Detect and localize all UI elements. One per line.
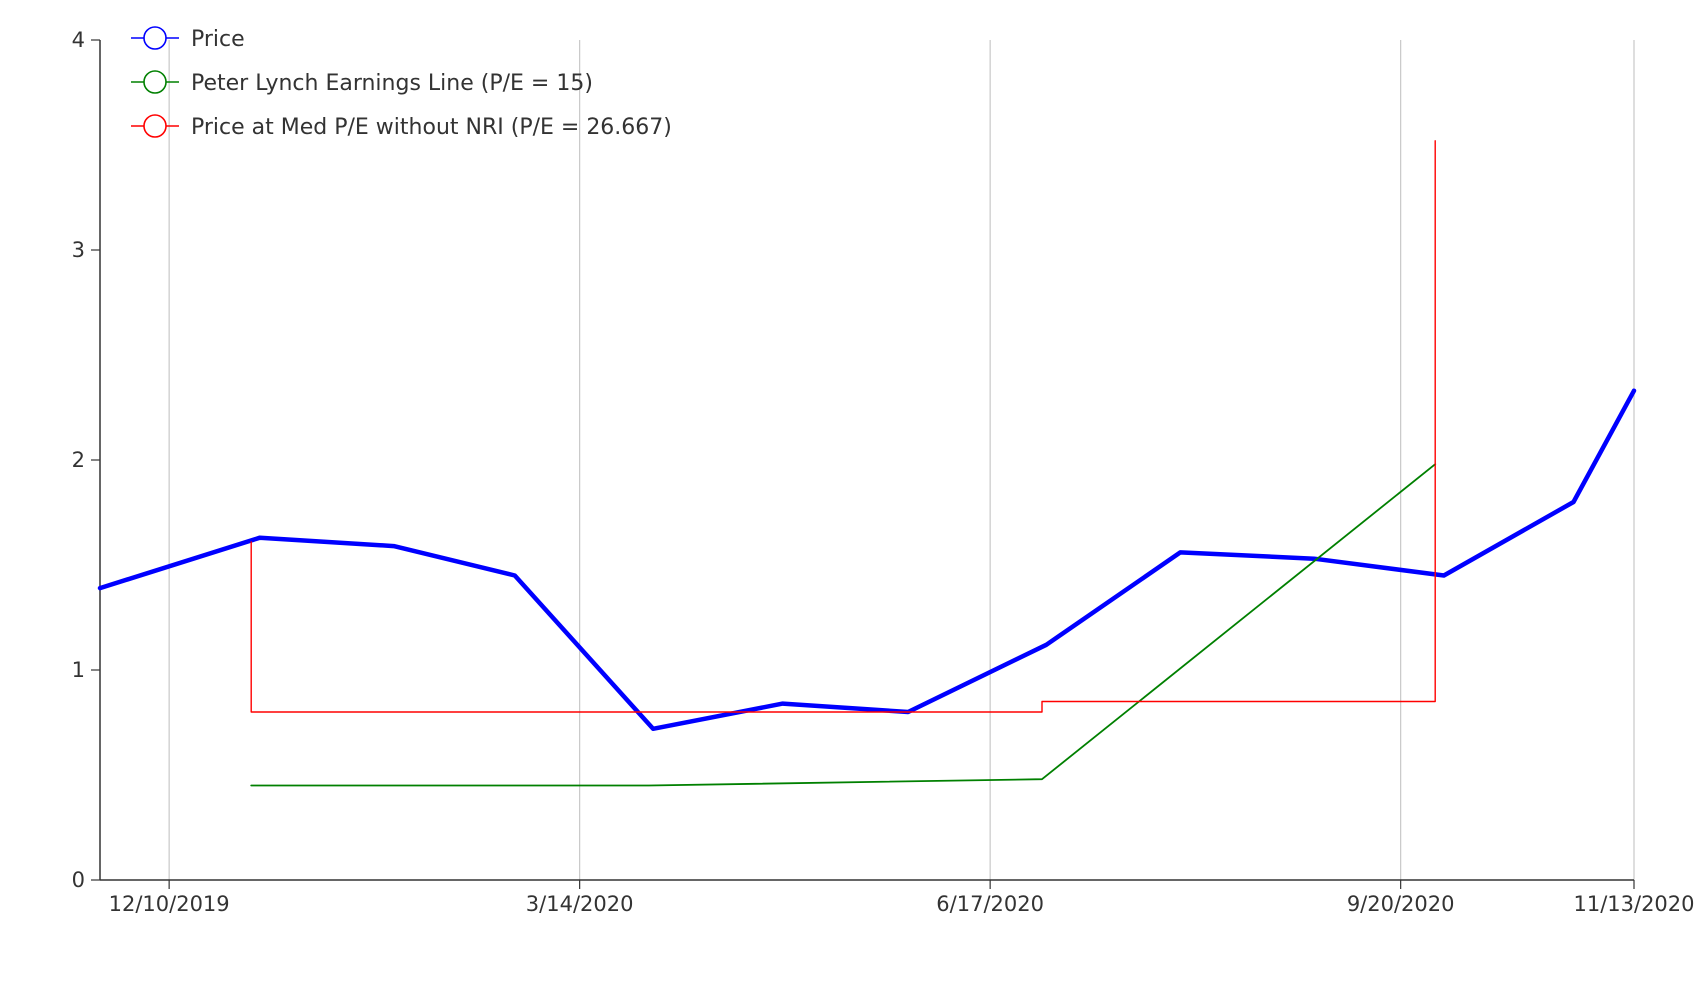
- legend: Price Peter Lynch Earnings Line (P/E = 15…: [131, 26, 672, 140]
- legend-label: Price at Med P/E without NRI (P/E = 26.6…: [191, 115, 672, 140]
- x-tick-label: 3/14/2020: [526, 892, 634, 916]
- axes: 12/10/2019 3/14/2020 6/17/2020 9/20/2020 11/…: [72, 28, 1694, 916]
- grid-lines: [168, 40, 1635, 880]
- legend-circle-icon: [143, 114, 167, 138]
- y-tick-label: 0: [72, 868, 85, 892]
- legend-circle-icon: [143, 70, 167, 94]
- y-tick-label: 2: [72, 448, 85, 472]
- x-tick-label: 11/13/2020: [1573, 892, 1694, 916]
- y-tick-label: 1: [72, 658, 85, 682]
- legend-circle-icon: [143, 26, 167, 50]
- legend-item-2: Price at Med P/E without NRI (P/E = 26.6…: [131, 114, 672, 140]
- series-line-1: [250, 463, 1437, 787]
- series-line-0: [97, 388, 1637, 732]
- y-tick-label: 4: [72, 28, 85, 52]
- y-tick-label: 3: [72, 238, 85, 262]
- legend-label: Peter Lynch Earnings Line (P/E = 15): [191, 71, 593, 96]
- legend-item-1: Peter Lynch Earnings Line (P/E = 15): [131, 70, 593, 96]
- legend-item-0: Price: [131, 26, 245, 52]
- x-tick-label: 9/20/2020: [1347, 892, 1455, 916]
- series-lines: [97, 140, 1637, 787]
- legend-label: Price: [191, 27, 245, 52]
- series-line-2: [250, 140, 1436, 713]
- x-tick-label: 6/17/2020: [936, 892, 1044, 916]
- x-tick-label: 12/10/2019: [109, 892, 230, 916]
